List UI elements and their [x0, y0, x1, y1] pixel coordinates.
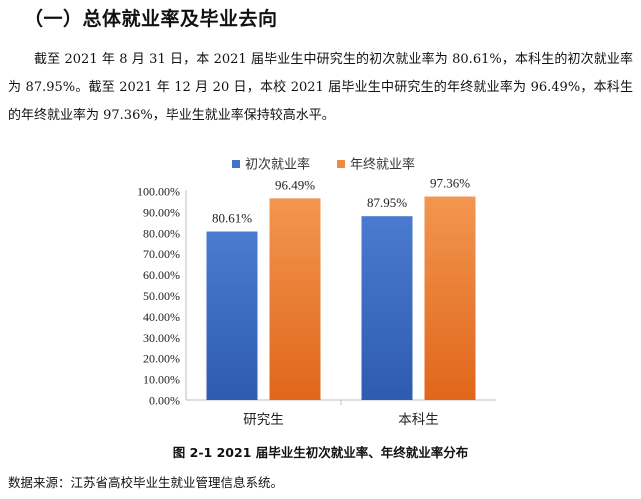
- y-tick-label: 0.00%: [149, 394, 180, 408]
- legend-swatch-1: [232, 160, 240, 168]
- y-tick-label: 60.00%: [143, 268, 180, 282]
- y-tick-label: 30.00%: [143, 331, 180, 345]
- bar-研究生-初次就业率: [206, 231, 258, 400]
- summary-paragraph: 截至 2021 年 8 月 31 日，本 2021 届毕业生中研究生的初次就业率…: [8, 52, 633, 123]
- y-tick-label: 90.00%: [143, 205, 180, 219]
- data-label: 80.61%: [212, 211, 252, 226]
- data-label: 96.49%: [275, 177, 315, 192]
- legend-swatch-2: [337, 160, 345, 168]
- y-tick-label: 70.00%: [143, 247, 180, 261]
- x-category-label: 本科生: [398, 412, 439, 428]
- x-category-label: 研究生: [243, 412, 284, 428]
- employment-rate-bar-chart: 初次就业率 年终就业率 0.00% 10.00% 20.00% 30.00% 40.00% 5…: [137, 157, 496, 428]
- section-heading: （一）总体就业率及毕业去向: [24, 8, 278, 30]
- y-tick-label: 20.00%: [143, 352, 180, 366]
- legend-label-1: 初次就业率: [245, 157, 310, 173]
- y-tick-label: 100.00%: [137, 185, 180, 199]
- bar-研究生-年终就业率: [269, 198, 321, 400]
- data-label: 97.36%: [430, 176, 470, 191]
- data-source-note: 数据来源：江苏省高校毕业生就业管理信息系统。: [8, 475, 284, 490]
- legend-label-2: 年终就业率: [350, 157, 415, 173]
- bar-本科生-年终就业率: [424, 196, 476, 400]
- y-tick-label: 50.00%: [143, 289, 180, 303]
- y-tick-label: 80.00%: [143, 226, 180, 240]
- bar-本科生-初次就业率: [361, 216, 413, 400]
- y-tick-label: 40.00%: [143, 310, 180, 324]
- figure-caption: 图 2-1 2021 届毕业生初次就业率、年终就业率分布: [172, 445, 469, 460]
- y-tick-label: 10.00%: [143, 373, 180, 387]
- data-label: 87.95%: [367, 195, 407, 210]
